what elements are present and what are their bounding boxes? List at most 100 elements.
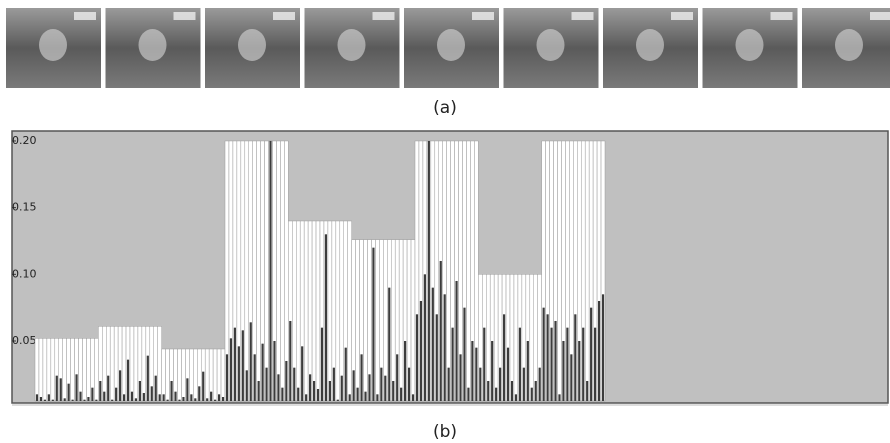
level-bar xyxy=(83,338,87,401)
keyframe-logo xyxy=(572,12,594,20)
frame-bar xyxy=(586,381,588,401)
frame-bar xyxy=(285,361,287,401)
level-bar xyxy=(375,240,379,401)
frame-bar xyxy=(479,368,481,401)
frame-bar xyxy=(452,328,454,401)
frame-bar xyxy=(218,394,220,401)
level-bar xyxy=(94,338,98,401)
frame-bar xyxy=(317,389,319,401)
frame-bar xyxy=(392,381,394,401)
keyframe-figure xyxy=(238,29,266,61)
frame-bar xyxy=(301,346,303,401)
keyframe-figure xyxy=(636,29,664,61)
frame-bar xyxy=(455,281,457,401)
frame-bar xyxy=(376,394,378,401)
frame-bar xyxy=(483,328,485,401)
frame-bar xyxy=(491,341,493,401)
frame-bar xyxy=(198,386,200,401)
frame-bar xyxy=(163,394,165,401)
frame-bar xyxy=(305,394,307,401)
keyframes xyxy=(6,8,890,88)
frame-bar xyxy=(258,381,260,401)
frame-bar xyxy=(384,376,386,401)
caption-a: (a) xyxy=(433,98,457,118)
frame-bar xyxy=(91,388,93,401)
frame-bar xyxy=(40,397,42,401)
frame-bar xyxy=(210,392,212,401)
keyframe-figure xyxy=(537,29,565,61)
y-tick-label: 0.05 xyxy=(12,334,37,347)
frame-bar xyxy=(174,392,176,401)
frame-bar xyxy=(234,328,236,401)
level-bar xyxy=(193,349,197,401)
frame-bar xyxy=(281,388,283,401)
frame-bar xyxy=(127,360,129,401)
level-bar xyxy=(494,274,498,401)
frame-bar xyxy=(107,376,109,401)
level-bar xyxy=(558,141,562,401)
frame-bar xyxy=(222,397,224,401)
frame-bar xyxy=(289,321,291,401)
keyframe-logo xyxy=(273,12,295,20)
level-bar xyxy=(181,349,185,401)
keyframe-figure xyxy=(39,29,67,61)
level-bar xyxy=(280,141,284,401)
frame-bar xyxy=(87,397,89,401)
frame-bar xyxy=(111,400,113,401)
frame-bar xyxy=(72,400,74,401)
frame-bar xyxy=(467,388,469,401)
level-bar xyxy=(245,141,249,401)
frame-bar xyxy=(167,400,169,401)
frame-bar xyxy=(487,381,489,401)
frame-bar xyxy=(246,370,248,401)
level-bar xyxy=(514,274,518,401)
level-bar xyxy=(399,240,403,401)
frame-bar xyxy=(273,341,275,401)
level-bar xyxy=(257,141,261,401)
frame-bar xyxy=(416,314,418,401)
frame-bar xyxy=(337,400,339,401)
level-bar xyxy=(221,349,225,401)
level-bar xyxy=(340,221,344,401)
frame-bar xyxy=(309,374,311,401)
frame-bar xyxy=(558,394,560,401)
frame-bar xyxy=(364,392,366,401)
level-bar xyxy=(265,141,269,401)
frame-bar xyxy=(495,388,497,401)
frame-bar xyxy=(293,368,295,401)
frame-bar xyxy=(194,398,196,401)
level-bar xyxy=(356,240,360,401)
y-tick-label: 0.20 xyxy=(12,134,37,147)
level-bar xyxy=(102,326,106,401)
level-bar xyxy=(304,221,308,401)
level-bar xyxy=(411,240,415,401)
frame-bar xyxy=(250,322,252,401)
level-bar xyxy=(178,349,182,401)
frame-bar xyxy=(95,400,97,401)
frame-bar xyxy=(523,368,525,401)
caption-b: (b) xyxy=(433,422,457,442)
keyframe-logo xyxy=(671,12,693,20)
frame-bar xyxy=(52,400,54,401)
frame-bar xyxy=(99,381,101,401)
level-bar xyxy=(189,349,193,401)
frame-bar xyxy=(440,261,442,401)
level-bar xyxy=(47,338,51,401)
frame-bar xyxy=(543,308,545,401)
level-bar xyxy=(328,221,332,401)
level-bar xyxy=(466,141,470,401)
frame-bar xyxy=(463,308,465,401)
frame-bar xyxy=(602,294,604,401)
level-bar xyxy=(585,141,589,401)
frame-bar xyxy=(459,354,461,401)
level-bar xyxy=(110,326,114,401)
keyframe-logo xyxy=(373,12,395,20)
frame-bar xyxy=(515,394,517,401)
frame-bar xyxy=(83,400,85,401)
figure: (a) 0.050.100.150.20 (b) xyxy=(0,0,890,443)
level-bar xyxy=(51,338,55,401)
level-bar xyxy=(336,221,340,401)
level-bar xyxy=(364,240,368,401)
frame-bar xyxy=(277,374,279,401)
frame-bar xyxy=(123,394,125,401)
